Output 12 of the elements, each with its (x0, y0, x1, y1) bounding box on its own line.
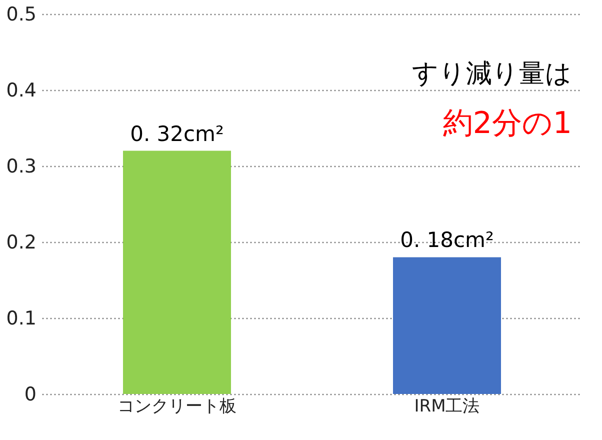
x-tick-label: コンクリート板 (118, 396, 236, 416)
y-tick-label: 0.5 (6, 4, 36, 26)
x-tick-label: IRM工法 (414, 396, 480, 416)
data-label: 0. 32cm² (130, 122, 224, 146)
y-tick-label: 0.1 (6, 308, 36, 330)
y-tick-label: 0.3 (6, 156, 36, 178)
data-label: 0. 18cm² (400, 228, 494, 252)
annotation: 約2分の1 (442, 106, 572, 141)
y-tick-label: 0.4 (6, 80, 36, 102)
annotation: すり減り量は (412, 59, 572, 89)
y-tick-label: 0.2 (6, 232, 36, 254)
y-tick-label: 0 (24, 384, 36, 406)
